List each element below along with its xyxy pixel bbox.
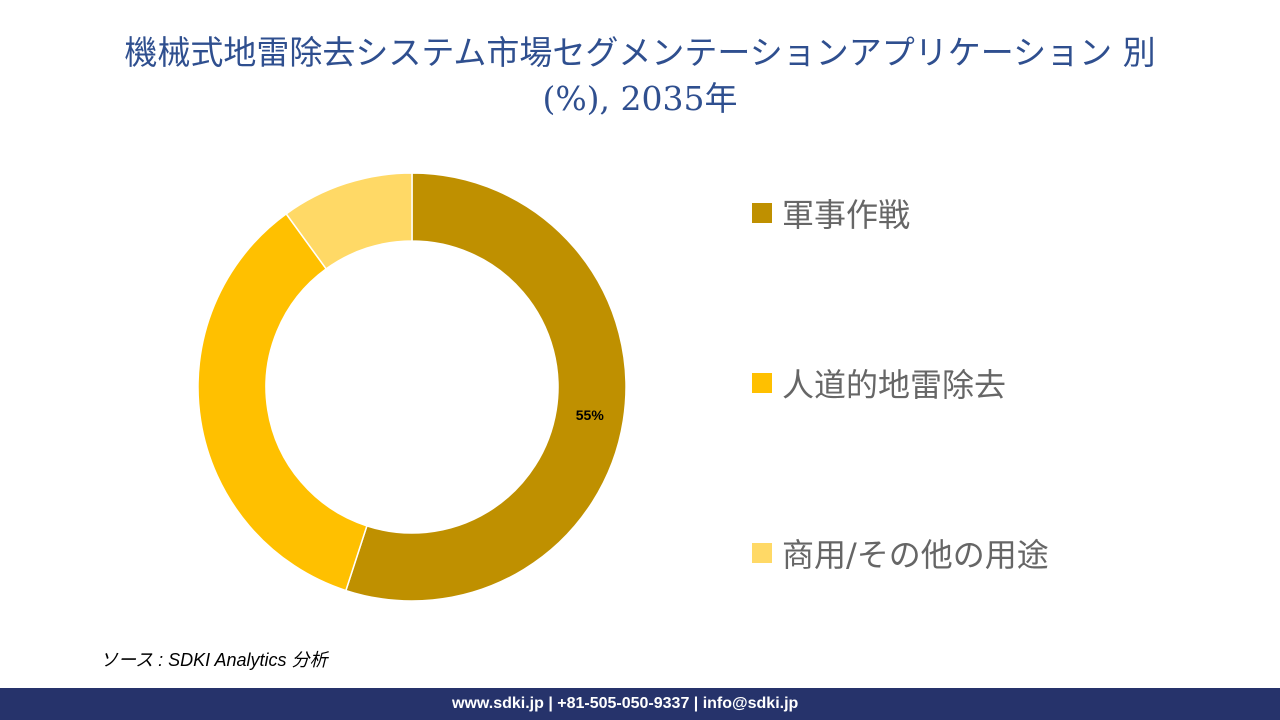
legend-item: 人道的地雷除去 bbox=[752, 360, 1006, 406]
legend-swatch bbox=[752, 543, 772, 563]
legend-item: 商用/その他の用途 bbox=[752, 530, 1049, 576]
donut-slice-2 bbox=[285, 172, 413, 270]
footer-bar: www.sdki.jp | +81-505-050-9337 | info@sd… bbox=[0, 688, 1280, 720]
chart-title: 機械式地雷除去システム市場セグメンテーションアプリケーション 別 (%), 20… bbox=[40, 30, 1240, 122]
donut-slice-0 bbox=[344, 172, 627, 602]
legend-item: 軍事作戦 bbox=[752, 190, 910, 236]
legend-swatch bbox=[752, 203, 772, 223]
footer-contact: www.sdki.jp | +81-505-050-9337 | info@sd… bbox=[452, 695, 799, 712]
legend-swatch bbox=[752, 373, 772, 393]
title-line-2: (%), 2035年 bbox=[542, 79, 738, 118]
legend-label: 人道的地雷除去 bbox=[782, 366, 1007, 404]
source-note: ソース : SDKI Analytics 分析 bbox=[100, 650, 328, 670]
donut-slice-1 bbox=[197, 212, 368, 592]
data-label: 55% bbox=[576, 407, 605, 423]
legend-label: 軍事作戦 bbox=[782, 196, 911, 234]
title-line-1: 機械式地雷除去システム市場セグメンテーションアプリケーション 別 bbox=[124, 33, 1156, 72]
legend-label: 商用/その他の用途 bbox=[782, 536, 1049, 574]
